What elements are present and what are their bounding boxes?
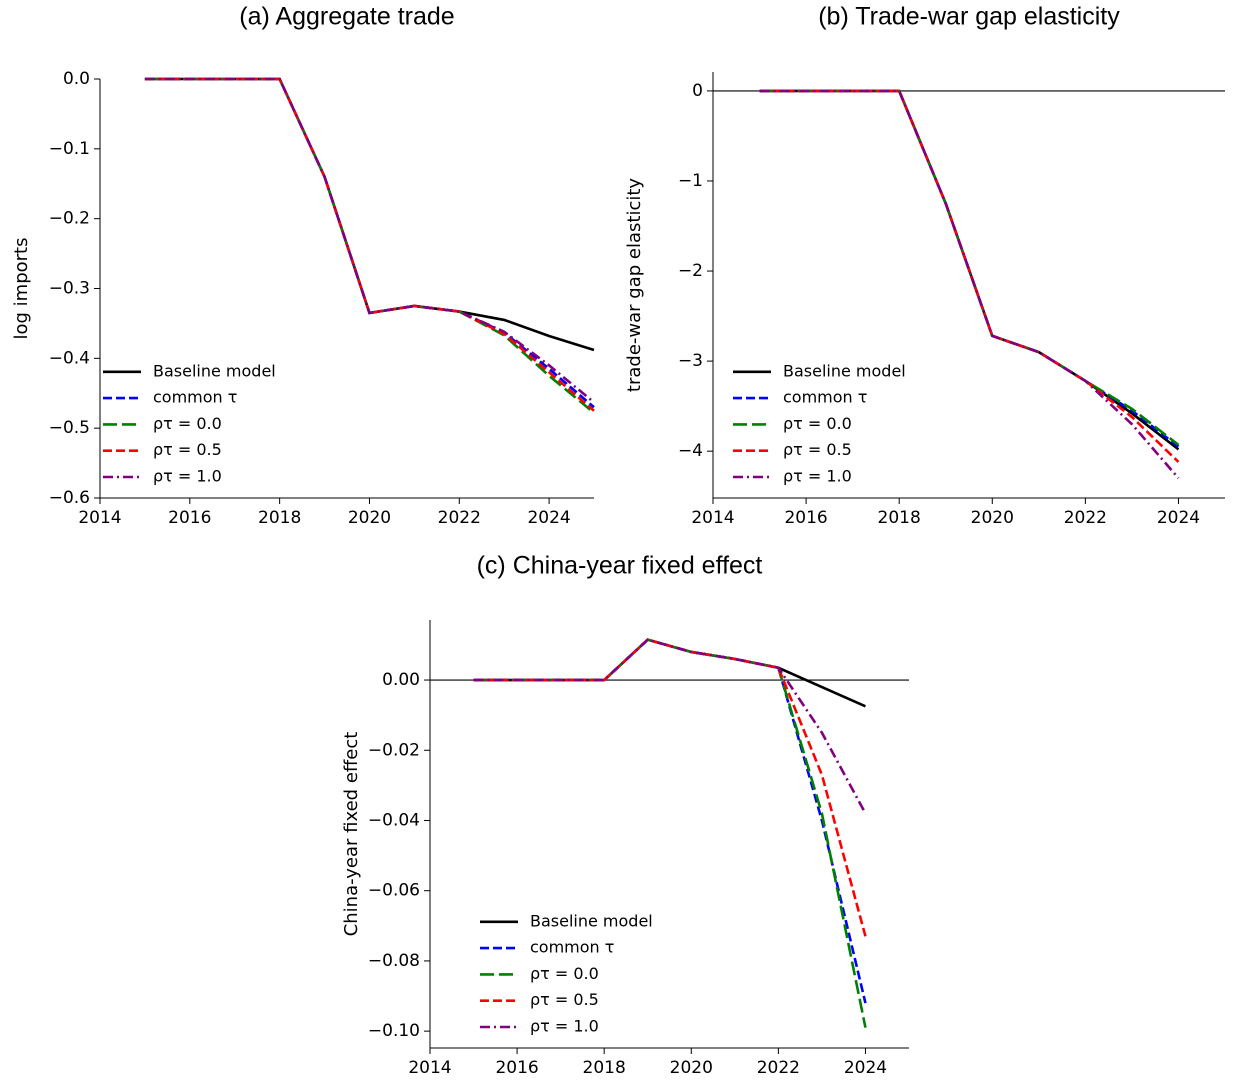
y-axis-label: China-year fixed effect — [341, 732, 362, 937]
data-line — [473, 638, 866, 708]
y-tick-label: −0.3 — [49, 279, 90, 299]
y-tick-label: −0.02 — [368, 740, 420, 760]
y-tick-label: −0.4 — [49, 348, 90, 368]
x-tick-label: 2022 — [757, 1058, 800, 1078]
x-tick-label: 2022 — [438, 508, 481, 528]
x-tick-label: 2016 — [495, 1058, 538, 1078]
panel-title: (c) China-year fixed effect — [477, 552, 763, 580]
y-tick-label: −0.04 — [368, 810, 420, 830]
x-tick-label: 2018 — [878, 508, 921, 528]
legend-label: common τ — [783, 388, 867, 407]
y-tick-label: 0 — [692, 81, 703, 101]
x-tick-label: 2018 — [583, 1058, 626, 1078]
legend-label: ρτ = 0.0 — [530, 964, 599, 983]
y-tick-label: −1 — [678, 171, 703, 191]
legend-label: ρτ = 1.0 — [783, 467, 852, 486]
y-axis-label: log imports — [11, 238, 32, 340]
y-tick-label: −3 — [678, 351, 703, 371]
data-line — [759, 89, 1180, 480]
legend-label: common τ — [530, 938, 614, 957]
data-line — [144, 77, 595, 404]
y-tick-label: −0.08 — [368, 951, 420, 971]
legend-label: common τ — [153, 388, 237, 407]
y-tick-label: 0.00 — [382, 670, 420, 690]
x-tick-label: 2014 — [691, 508, 734, 528]
x-tick-label: 2024 — [527, 508, 570, 528]
legend-label: Baseline model — [530, 911, 653, 930]
x-tick-label: 2020 — [670, 1058, 713, 1078]
y-tick-label: −0.6 — [49, 488, 90, 508]
legend-label: Baseline model — [153, 361, 276, 380]
x-tick-label: 2020 — [348, 508, 391, 528]
legend-label: ρτ = 0.5 — [153, 440, 222, 459]
data-line — [473, 638, 867, 815]
x-tick-label: 2024 — [1157, 508, 1200, 528]
x-tick-label: 2024 — [844, 1058, 887, 1078]
x-tick-label: 2018 — [258, 508, 301, 528]
x-tick-label: 2022 — [1064, 508, 1107, 528]
y-tick-label: −0.2 — [49, 209, 90, 229]
legend-label: ρτ = 1.0 — [530, 1017, 599, 1036]
legend-label: ρτ = 0.5 — [783, 440, 852, 459]
x-tick-label: 2016 — [784, 508, 827, 528]
y-tick-label: −0.10 — [368, 1021, 420, 1041]
legend-label: ρτ = 0.0 — [153, 414, 222, 433]
x-tick-label: 2014 — [408, 1058, 451, 1078]
y-tick-label: −2 — [678, 261, 703, 281]
legend-label: ρτ = 0.0 — [783, 414, 852, 433]
x-tick-label: 2016 — [168, 508, 211, 528]
y-tick-label: −0.06 — [368, 881, 420, 901]
y-tick-label: 0.0 — [63, 69, 90, 89]
panel-title: (b) Trade-war gap elasticity — [818, 3, 1120, 31]
panel-title: (a) Aggregate trade — [239, 3, 454, 31]
y-axis-label: trade-war gap elasticity — [624, 178, 645, 392]
data-line — [144, 77, 595, 409]
y-tick-label: −4 — [678, 441, 703, 461]
y-tick-label: −0.5 — [49, 418, 90, 438]
legend-label: Baseline model — [783, 361, 906, 380]
x-tick-label: 2020 — [971, 508, 1014, 528]
legend-label: ρτ = 1.0 — [153, 467, 222, 486]
data-line — [473, 638, 867, 937]
y-tick-label: −0.1 — [49, 139, 90, 159]
x-tick-label: 2014 — [78, 508, 121, 528]
legend-label: ρτ = 0.5 — [530, 990, 599, 1009]
